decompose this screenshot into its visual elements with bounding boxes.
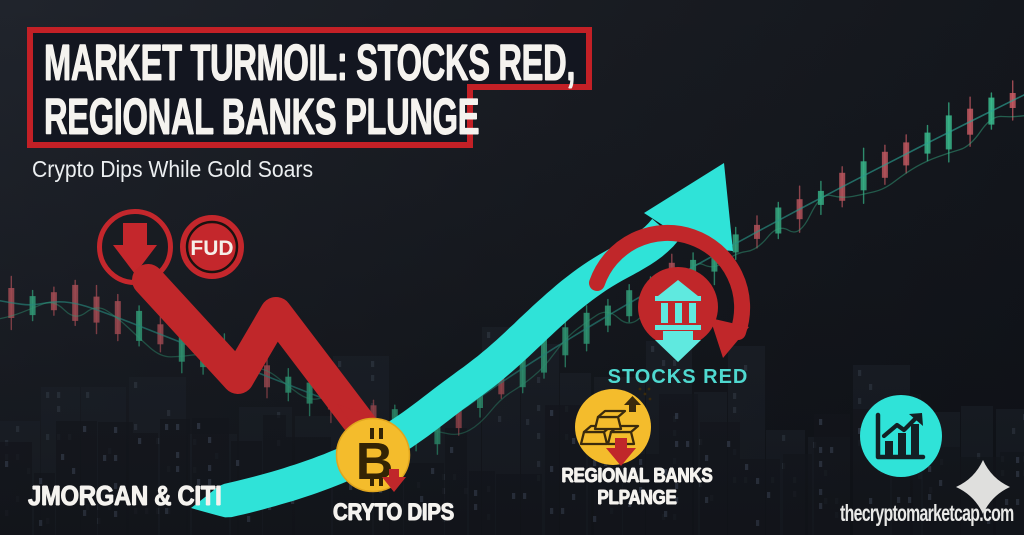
svg-text:STOCKS RED: STOCKS RED bbox=[608, 366, 749, 388]
svg-text:FUD: FUD bbox=[190, 237, 233, 260]
